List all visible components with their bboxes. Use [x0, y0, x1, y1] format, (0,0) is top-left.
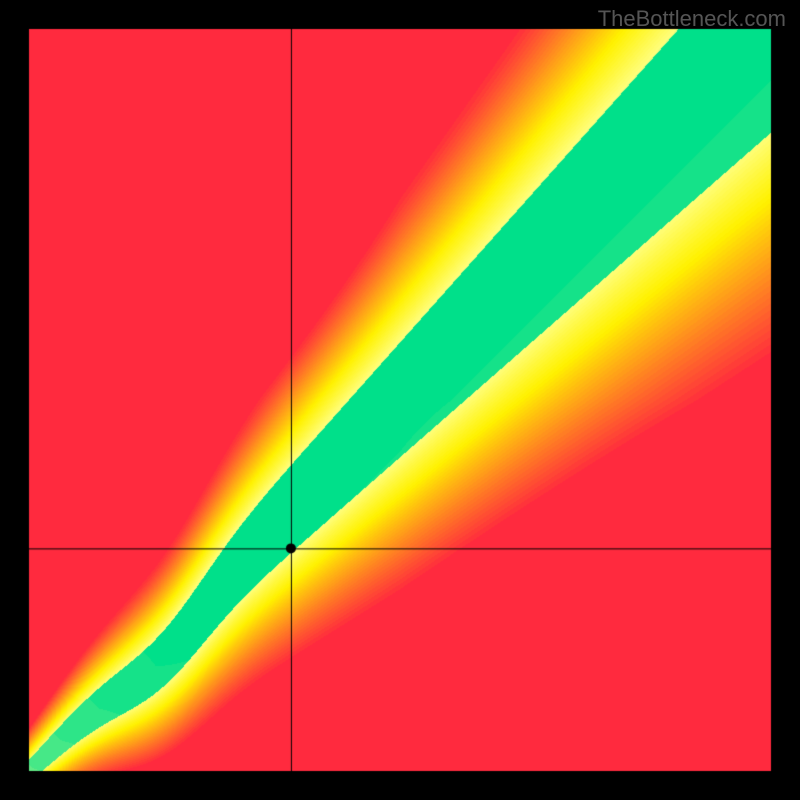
watermark-text: TheBottleneck.com: [598, 6, 786, 32]
heatmap-canvas: [0, 0, 800, 800]
chart-container: TheBottleneck.com: [0, 0, 800, 800]
